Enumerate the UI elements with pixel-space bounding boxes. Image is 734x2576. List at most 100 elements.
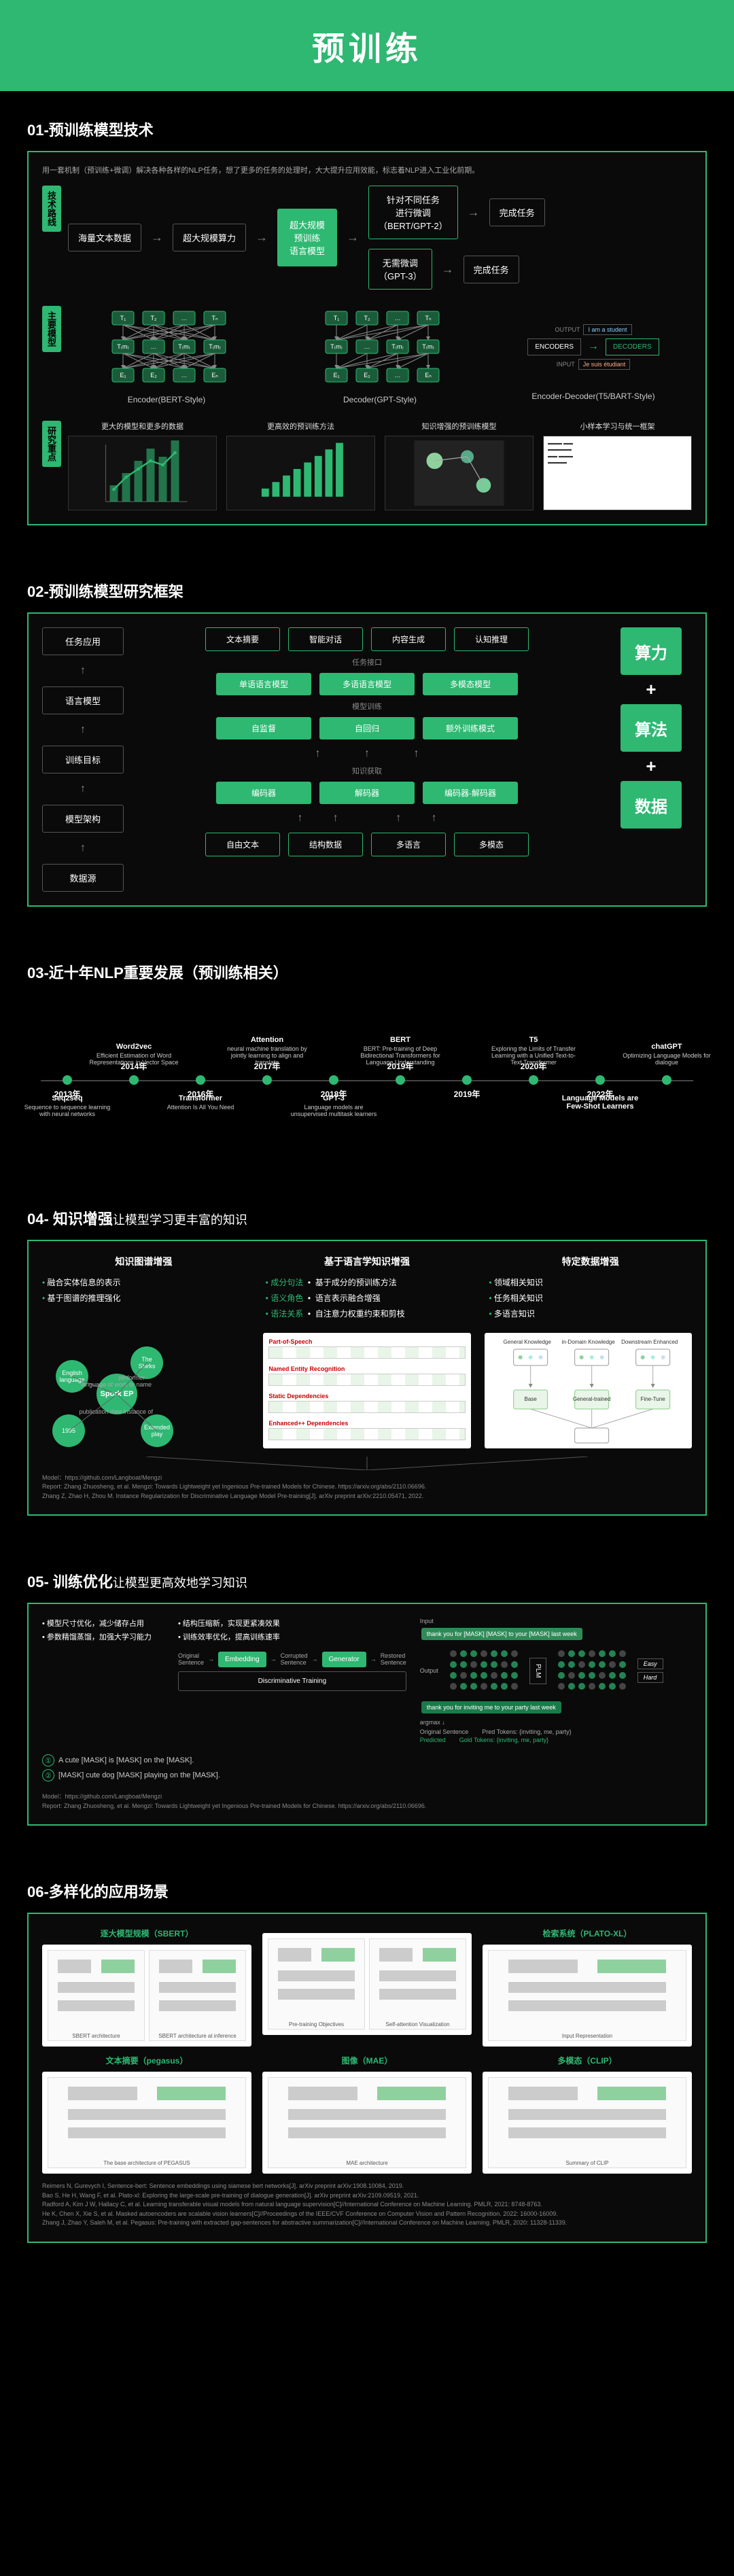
timeline-dot-icon [262,1075,272,1085]
svg-text:E₂: E₂ [364,372,370,379]
research-row: 研究重点 更大的模型和更多的数据 更高效的预训练方法知识增强的预训练模型小样本学… [42,421,692,510]
plm-box: PLM [529,1658,546,1684]
svg-text:…: … [395,315,401,321]
svg-text:…: … [181,372,188,379]
app-cell: 文本摘要（pegasus） The base architecture of P… [42,2055,251,2174]
know-col: 知识图谱增强融合实体信息的表示基于图谱的推理强化 [42,1255,245,1321]
svg-text:E₁: E₁ [333,372,339,379]
arrow-icon: → [256,230,268,245]
timeline-card: Language Models are Few-Shot Learners [553,1094,648,1112]
timeline-card: TransformerAttention Is All You Need [153,1094,248,1111]
fw-left-col: 任务应用↑语言模型↑训练目标↑模型架构↑数据源 [42,627,124,892]
section-02: 02-预训练模型研究框架 任务应用↑语言模型↑训练目标↑模型架构↑数据源 文本摘… [0,553,734,934]
s4-panel: 知识图谱增强融合实体信息的表示基于图谱的推理强化基于语言学知识增强成分句法 • … [27,1240,707,1516]
band1: 任务接口 [137,657,597,667]
timeline-item: 2019年 BERTBERT: Pre-training of Deep Bid… [367,1075,434,1085]
s5-refs: Model：https://github.com/Langboat/Mengzi… [42,1792,692,1811]
fw-cell: 结构数据 [288,833,363,856]
fw-cell: 多语语言模型 [319,673,415,695]
svg-text:Tₙ: Tₙ [425,315,431,321]
band3: 知识获取 [137,765,597,776]
s5-left-list: 模型尺寸优化，减少储存占用参数精馏蒸馏，加强大学习能力 [42,1618,164,1645]
arrow-icon: → [442,262,454,277]
research-mini: 更高效的预训练方法 [226,421,375,510]
timeline-item: 2017年 Attentionneural machine translatio… [234,1075,300,1085]
plm-input: thank you for [MASK] [MASK] to your [MAS… [421,1628,582,1640]
fw-right-item: 算力 [621,627,682,675]
svg-text:T₍m₎: T₍m₎ [178,343,190,350]
research-mini: 更大的模型和更多的数据 [68,421,217,510]
fw-right-col: 算力+算法+数据 [610,627,692,829]
arch-label-dec: Decoder(GPT-Style) [281,395,478,404]
timeline-item: 2013年 Seq2seqSequence to sequence learni… [34,1075,101,1085]
fw-cell: 多模态模型 [423,673,518,695]
timeline-card: Seq2seqSequence to sequence learning wit… [20,1094,115,1117]
svg-text:…: … [395,372,401,379]
svg-text:E₂: E₂ [150,372,157,379]
svg-text:…: … [181,315,188,321]
timeline-year: 2019年 [454,1088,480,1100]
flow-finetune: 针对不同任务 进行微调 （BERT/GPT-2） [368,186,458,239]
fw-right-item: 算法 [621,704,682,752]
fw-left-item: 模型架构 [42,805,124,833]
timeline-dot-icon [329,1075,338,1085]
vlabel-research: 研究重点 [42,421,61,467]
plm-matrix-icon [447,1647,521,1694]
arrow-icon: → [151,230,163,245]
example-line: ②[MASK] cute dog [MASK] playing on the [… [42,1769,692,1781]
fw-cell: 多语言 [371,833,446,856]
arrow-icon: → [347,230,359,245]
timeline-card: chatGPTOptimizing Language Models for di… [619,1043,714,1066]
app-subdiagram: Summary of CLIP [488,2077,686,2168]
arch-row: 主要模型 T₁T₂…TₙT₍m₎…T₍m₎T₍m₎E₁E₂…Eₙ Encoder… [42,306,692,404]
arrow-up-icon: ↑ ↑ ↑ ↑ [137,812,597,824]
hard-tag: Hard [637,1672,663,1683]
app-cell: 检索系统（PLATO-XL） Input Representation [483,1928,692,2047]
knowledge-graph-diagram: Spork EPEnglish languagelanguage of work… [42,1333,249,1448]
timeline-dot-icon [129,1075,139,1085]
timeline-card: T5Exploring the Limits of Transfer Learn… [486,1036,581,1066]
s6-panel: 逐大模型规模（SBERT） SBERT architecture SBERT a… [27,1913,707,2243]
vlabel-model: 主要模型 [42,306,61,352]
fw-cell: 认知推理 [454,627,529,651]
easy-tag: Easy [637,1658,663,1669]
fw-cell: 多模态 [454,833,529,856]
input-lbl: INPUT [557,361,575,368]
fw-cell: 单语语言模型 [216,673,311,695]
s1-panel: 用一套机制（预训练+微调）解决各种各样的NLP任务，想了更多的任务的处理时，大大… [27,151,707,525]
app-cell: Pre-training Objectives Self-attention V… [262,1928,472,2047]
research-mini: 知识增强的预训练模型 [385,421,534,510]
fw-cell: 内容生成 [371,627,446,651]
timeline-item: 2019年 [434,1075,500,1085]
svg-text:…: … [151,343,157,350]
timeline-item: chatGPTOptimizing Language Models for di… [633,1075,700,1085]
svg-text:T₍m₎: T₍m₎ [391,343,403,350]
svg-text:General-trained: General-trained [573,1396,611,1402]
svg-text:in-Domain Knowledge: in-Domain Knowledge [561,1339,615,1345]
timeline-dot-icon [462,1075,472,1085]
fw-left-item: 数据源 [42,864,124,892]
output-val: I am a student [583,324,631,335]
linguistic-diagram: Part-of-SpeechNamed Entity RecognitionSt… [263,1333,470,1448]
app-subdiagram: MAE architecture [268,2077,466,2168]
svg-text:Eₙ: Eₙ [211,372,218,379]
app-cell: 图像（MAE） MAE architecture [262,2055,472,2174]
svg-text:Downstream Enhanced: Downstream Enhanced [621,1339,678,1345]
know-col: 基于语言学知识增强成分句法 • 基于成分的预训练方法语义角色 • 语言表示融合增… [266,1255,469,1321]
app-cell: 多模态（CLIP） Summary of CLIP [483,2055,692,2174]
timeline: 2013年 Seq2seqSequence to sequence learni… [27,994,707,1166]
svg-text:Tₙ: Tₙ [211,315,217,321]
connector-lines [42,1457,692,1470]
band2: 模型训练 [137,701,597,712]
app-subdiagram: SBERT architecture at inference [149,1950,246,2041]
flow-done1: 完成任务 [489,198,545,226]
disc-training-box: Discriminative Training [178,1671,406,1691]
fw-left-item: 训练目标 [42,746,124,773]
timeline-dot-icon [396,1075,405,1085]
arch-label-encdec: Encoder-Decoder(T5/BART-Style) [495,391,692,401]
s2-panel: 任务应用↑语言模型↑训练目标↑模型架构↑数据源 文本摘要智能对话内容生成认知推理… [27,612,707,907]
svg-text:Base: Base [524,1396,537,1402]
arrow-icon: → [468,205,480,220]
arch-encoder: T₁T₂…TₙT₍m₎…T₍m₎T₍m₎E₁E₂…Eₙ Encoder(BERT… [68,306,265,404]
flow-plm: 超大规模 预训练 语言模型 [277,209,337,266]
